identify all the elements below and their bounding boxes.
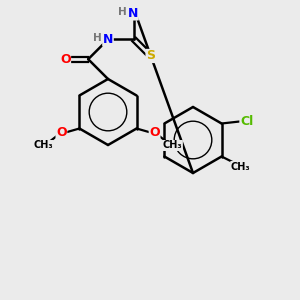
Text: O: O — [60, 53, 70, 66]
Text: N: N — [128, 7, 138, 20]
Text: H: H — [118, 8, 126, 17]
Text: O: O — [149, 126, 160, 139]
Text: CH₃: CH₃ — [163, 140, 182, 151]
Text: Cl: Cl — [240, 115, 253, 128]
Text: N: N — [103, 33, 113, 46]
Text: CH₃: CH₃ — [34, 140, 53, 151]
Text: H: H — [93, 33, 101, 43]
Text: O: O — [56, 126, 67, 139]
Text: S: S — [146, 50, 155, 62]
Text: CH₃: CH₃ — [231, 161, 250, 172]
